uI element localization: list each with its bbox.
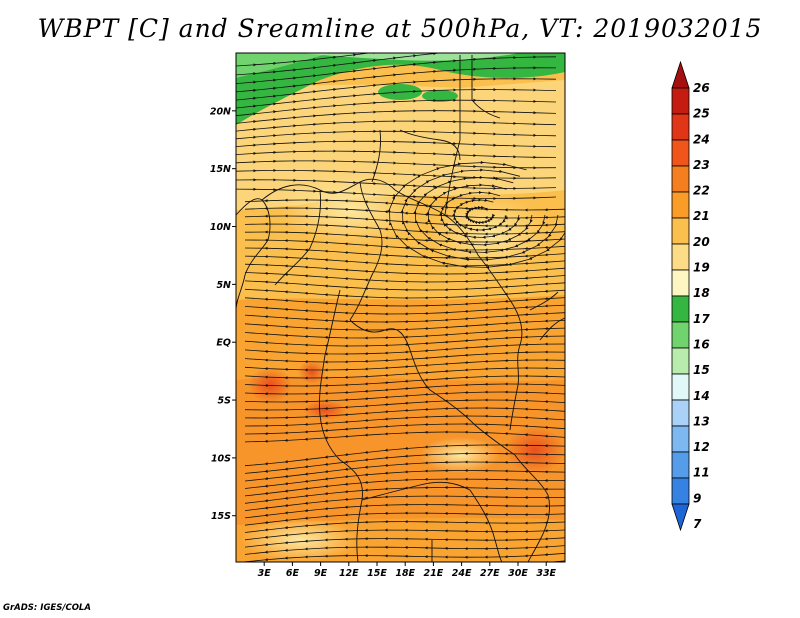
colorbar-swatch [671, 373, 690, 401]
colorbar-swatch [671, 243, 690, 271]
lon-tick-label: 15E [367, 568, 387, 579]
lon-tick-label: 27E [480, 568, 500, 579]
streamline [236, 109, 557, 124]
lat-tick-label: EQ [216, 338, 231, 349]
colorbar-swatch [671, 295, 690, 323]
chart-title: WBPT [C] and Sreamline at 500hPa, VT: 20… [37, 14, 763, 43]
colorbar-label: 16 [693, 337, 710, 351]
colorbar-top-arrow [671, 60, 690, 89]
colorbar-swatch [671, 87, 690, 115]
colorbar-label: 24 [693, 132, 710, 146]
lon-tick-label: 12E [339, 568, 359, 579]
lat-tick-label: 5S [218, 396, 232, 407]
colorbar-swatch [671, 451, 690, 479]
latitude-axis: 20N 15N 10N 5N EQ 5S 10S 15S [210, 106, 236, 522]
colorbar-label: 15 [693, 363, 710, 377]
credit-label: GrADS: IGES/COLA [3, 603, 91, 613]
colorbar-label: 14 [693, 389, 710, 403]
colorbar-label: 18 [693, 286, 710, 300]
colorbar-label: 12 [693, 440, 710, 454]
colorbar-swatch [671, 321, 690, 349]
field-hot-spot [505, 426, 565, 474]
streamline [244, 520, 565, 533]
lon-tick-label: 24E [452, 568, 472, 579]
colorbar-swatch [671, 477, 690, 505]
colorbar-swatch [671, 165, 690, 193]
streamline [236, 149, 557, 159]
colorbar-label: 23 [693, 158, 710, 172]
colorbar-label: 7 [693, 517, 702, 531]
temperature-field [236, 53, 565, 562]
colorbar-swatch [671, 217, 690, 245]
colorbar-label: 21 [693, 209, 710, 223]
lat-tick-label: 10N [210, 222, 231, 233]
lon-tick-label: 18E [395, 568, 415, 579]
colorbar-label: 11 [693, 466, 710, 480]
field-pale-blob [280, 175, 420, 245]
streamline [236, 129, 557, 140]
streamline [244, 430, 565, 443]
colorbar-label: 22 [693, 184, 710, 198]
colorbar-swatch [671, 399, 690, 427]
colorbar-label: 17 [693, 312, 710, 326]
lon-tick-label: 33E [536, 568, 556, 579]
lon-tick-label: 6E [286, 568, 300, 579]
lon-tick-label: 3E [258, 568, 272, 579]
colorbar-swatch [671, 425, 690, 453]
streamline [244, 537, 565, 548]
longitude-axis: 3E 6E 9E 12E 15E 18E 21E 24E 27E 30E 33E [258, 562, 557, 579]
streamline [387, 160, 565, 269]
streamline [244, 545, 565, 555]
colorbar-label: 26 [693, 81, 710, 95]
colorbar: 26 25 24 23 22 21 20 19 18 17 16 15 14 13 12 11 9 7 [671, 60, 710, 532]
field-hot-spot [298, 360, 326, 384]
colorbar-swatch [671, 191, 690, 219]
lon-tick-label: 30E [508, 568, 528, 579]
colorbar-swatch [671, 269, 690, 297]
lon-tick-label: 9E [314, 568, 328, 579]
lat-tick-label: 15S [211, 511, 231, 522]
streamlines [236, 53, 565, 562]
colorbar-label: 25 [693, 107, 710, 121]
lat-tick-label: 15N [210, 164, 231, 175]
lat-tick-label: 5N [216, 280, 231, 291]
country-borders [236, 55, 565, 562]
streamline [236, 139, 557, 148]
streamline [244, 511, 565, 526]
lon-tick-label: 21E [424, 568, 444, 579]
lat-tick-label: 10S [211, 453, 231, 464]
streamline [244, 552, 565, 562]
colorbar-swatch [671, 139, 690, 167]
colorbar-label: 20 [693, 235, 710, 249]
colorbar-label: 13 [693, 414, 710, 428]
colorbar-label: 19 [693, 261, 710, 275]
map-frame [235, 52, 566, 563]
streamline [236, 119, 557, 132]
colorbar-swatch [671, 347, 690, 375]
colorbar-label: 9 [693, 491, 701, 505]
colorbar-bottom-arrow [671, 503, 690, 532]
streamline [244, 528, 565, 541]
lat-tick-label: 20N [210, 106, 231, 117]
colorbar-swatch [671, 113, 690, 141]
